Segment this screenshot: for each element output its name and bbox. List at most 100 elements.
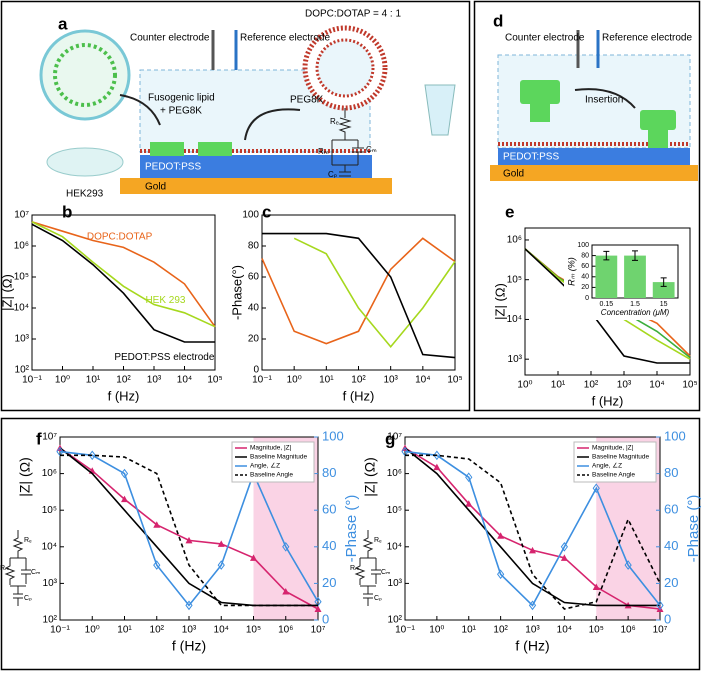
series-line bbox=[404, 450, 661, 607]
panel-label: a bbox=[58, 14, 68, 33]
marker bbox=[433, 463, 441, 471]
x-tick-label: 10⁻¹ bbox=[252, 375, 272, 386]
marker bbox=[121, 495, 128, 503]
x-tick-label: 10² bbox=[493, 625, 508, 636]
marker bbox=[528, 600, 537, 611]
x-tick-label: 10⁴ bbox=[415, 375, 430, 386]
y-tick-label: 10⁵ bbox=[387, 505, 402, 516]
x-tick-label: 10² bbox=[584, 380, 599, 391]
x-tick-label: 10⁴ bbox=[557, 625, 572, 636]
marker bbox=[465, 472, 473, 483]
x-tick-label: 10³ bbox=[147, 375, 162, 386]
y2-tick-label: 60 bbox=[322, 502, 336, 517]
y2-tick-label: 100 bbox=[322, 428, 344, 443]
y-tick-label: 10² bbox=[15, 365, 30, 376]
annotation: Fusogenic lipid bbox=[148, 93, 215, 104]
tube bbox=[424, 84, 456, 136]
y-tick-label: 10⁷ bbox=[387, 432, 402, 443]
x-tick-label: 10² bbox=[150, 625, 165, 636]
x-tick-label: 10⁻¹ bbox=[22, 375, 42, 386]
gold-layer bbox=[120, 178, 392, 194]
panel-label: c bbox=[262, 202, 271, 221]
y2-tick-label: 60 bbox=[664, 502, 678, 517]
circuit-label: Cₘ bbox=[381, 569, 390, 576]
panel-label: f bbox=[36, 429, 42, 448]
y-tick-label: 40 bbox=[248, 303, 260, 314]
x-tick-label: 10⁰ bbox=[85, 625, 100, 636]
y-tick-label: 10⁴ bbox=[42, 541, 57, 552]
y-tick-label: 10³ bbox=[43, 578, 58, 589]
x-tick-label: 10⁶ bbox=[278, 625, 293, 636]
marker bbox=[185, 536, 193, 544]
arrow bbox=[244, 108, 301, 141]
x-tick-label: 10⁵ bbox=[207, 375, 222, 386]
series-line bbox=[261, 237, 456, 345]
panel-frame bbox=[473, 0, 701, 412]
circuit-label: Cₚ bbox=[374, 595, 382, 602]
circuit-label: Rₑ bbox=[330, 117, 339, 126]
marker bbox=[217, 560, 225, 570]
circuit-label: Rₘ bbox=[0, 565, 9, 572]
series-label: PEDOT:PSS electrode bbox=[114, 352, 214, 363]
protein bbox=[520, 80, 560, 104]
marker bbox=[497, 569, 505, 580]
series-line bbox=[405, 454, 661, 610]
circuit-label: Rₑ bbox=[24, 537, 32, 544]
y-tick-label: 10⁶ bbox=[507, 235, 522, 246]
schematic-d bbox=[490, 30, 698, 181]
y-tick-label: 10⁵ bbox=[507, 274, 522, 285]
x-tick-label: 10¹ bbox=[551, 380, 566, 391]
y2-tick-label: 40 bbox=[664, 538, 678, 553]
annotation: DOPC:DOTAP = 4 : 1 bbox=[305, 9, 401, 20]
annotation: PEDOT:PSS bbox=[145, 162, 201, 173]
annotation: PEDOT:PSS bbox=[503, 152, 559, 163]
x-tick-label: 10⁻¹ bbox=[395, 625, 415, 636]
legend-label: Baseline Angle bbox=[250, 472, 293, 479]
liposome-inner bbox=[315, 38, 375, 98]
annotation: + PEG8K bbox=[160, 106, 202, 117]
annotation: Insertion bbox=[585, 95, 623, 106]
dish bbox=[46, 147, 124, 177]
y2-axis-label: -Phase (°) bbox=[343, 495, 360, 563]
y-axis-label: |Z| (Ω) bbox=[362, 457, 378, 497]
pedot-layer bbox=[140, 155, 372, 178]
arrow bbox=[119, 94, 161, 126]
x-tick-label: 1.5 bbox=[630, 301, 640, 308]
y2-tick-label: 0 bbox=[322, 611, 329, 626]
y-tick-label: 10³ bbox=[508, 354, 523, 365]
y2-tick-label: 20 bbox=[664, 575, 678, 590]
y-tick-label: 10² bbox=[43, 615, 58, 626]
x-tick-label: 10⁵ bbox=[589, 625, 604, 636]
circuit bbox=[354, 530, 381, 606]
error-bar bbox=[603, 250, 610, 261]
x-axis-label: f (Hz) bbox=[343, 388, 375, 403]
x-tick-label: 10⁵ bbox=[447, 375, 462, 386]
legend-label: Angle, ∠Z bbox=[250, 462, 280, 470]
x-tick-label: 10¹ bbox=[319, 375, 334, 386]
circuit-label: Cₘ bbox=[31, 569, 40, 576]
annotation: Counter electrode bbox=[130, 33, 210, 44]
x-tick-label: 10⁴ bbox=[177, 375, 192, 386]
annotation: Reference electrode bbox=[602, 33, 692, 44]
marker bbox=[592, 583, 600, 590]
panel-label: e bbox=[505, 202, 514, 221]
series-line bbox=[31, 221, 216, 328]
x-tick-label: 10⁻¹ bbox=[50, 625, 70, 636]
legend-label: Magnitude, |Z| bbox=[250, 445, 292, 452]
x-tick-label: 15 bbox=[660, 301, 668, 308]
y-tick-label: 10⁶ bbox=[14, 241, 29, 252]
y-tick-label: 100 bbox=[577, 242, 589, 249]
legend-label: Angle, ∠Z bbox=[592, 462, 622, 470]
circuit-label: Cₚ bbox=[24, 595, 32, 602]
x-axis-label: f (Hz) bbox=[108, 388, 140, 403]
pedot-layer bbox=[498, 148, 690, 165]
y-tick-label: 10⁷ bbox=[42, 432, 57, 443]
y-tick-label: 80 bbox=[248, 241, 260, 252]
error-bar bbox=[660, 277, 667, 287]
arrow bbox=[574, 88, 636, 109]
x-tick-label: 10⁰ bbox=[287, 375, 302, 386]
x-tick-label: 10¹ bbox=[117, 625, 132, 636]
legend-label: Magnitude, |Z| bbox=[592, 445, 634, 452]
series-line bbox=[524, 248, 690, 364]
